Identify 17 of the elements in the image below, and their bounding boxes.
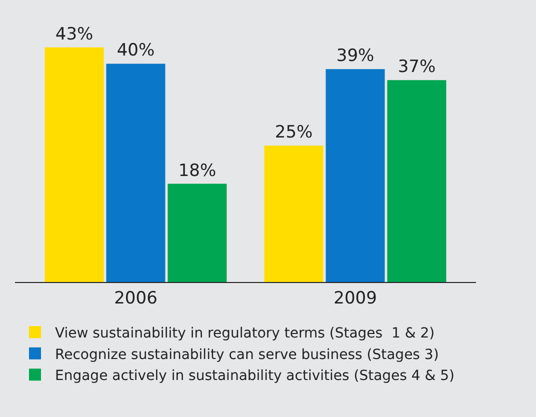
- x-tick-label: 2009: [334, 288, 377, 308]
- bar: [168, 184, 227, 282]
- bar: [264, 146, 324, 282]
- x-tick-label: 2006: [114, 288, 158, 308]
- legend-label: Recognize sustainability can serve business (Stages 3): [55, 346, 439, 363]
- data-label: 37%: [398, 57, 436, 78]
- legend-label: Engage actively in sustainability activities (Stages 4 & 5): [55, 368, 454, 384]
- data-label: 43%: [55, 24, 94, 44]
- data-label: 40%: [116, 40, 155, 61]
- bar: [326, 69, 385, 282]
- data-label: 39%: [336, 46, 374, 66]
- data-label: 25%: [274, 122, 313, 143]
- bar: [106, 64, 166, 282]
- bar: [387, 80, 446, 282]
- bar: [44, 47, 104, 282]
- legend-label: View sustainability in regulatory terms (Stages 1 & 2): [55, 326, 435, 342]
- data-label: 18%: [178, 160, 216, 181]
